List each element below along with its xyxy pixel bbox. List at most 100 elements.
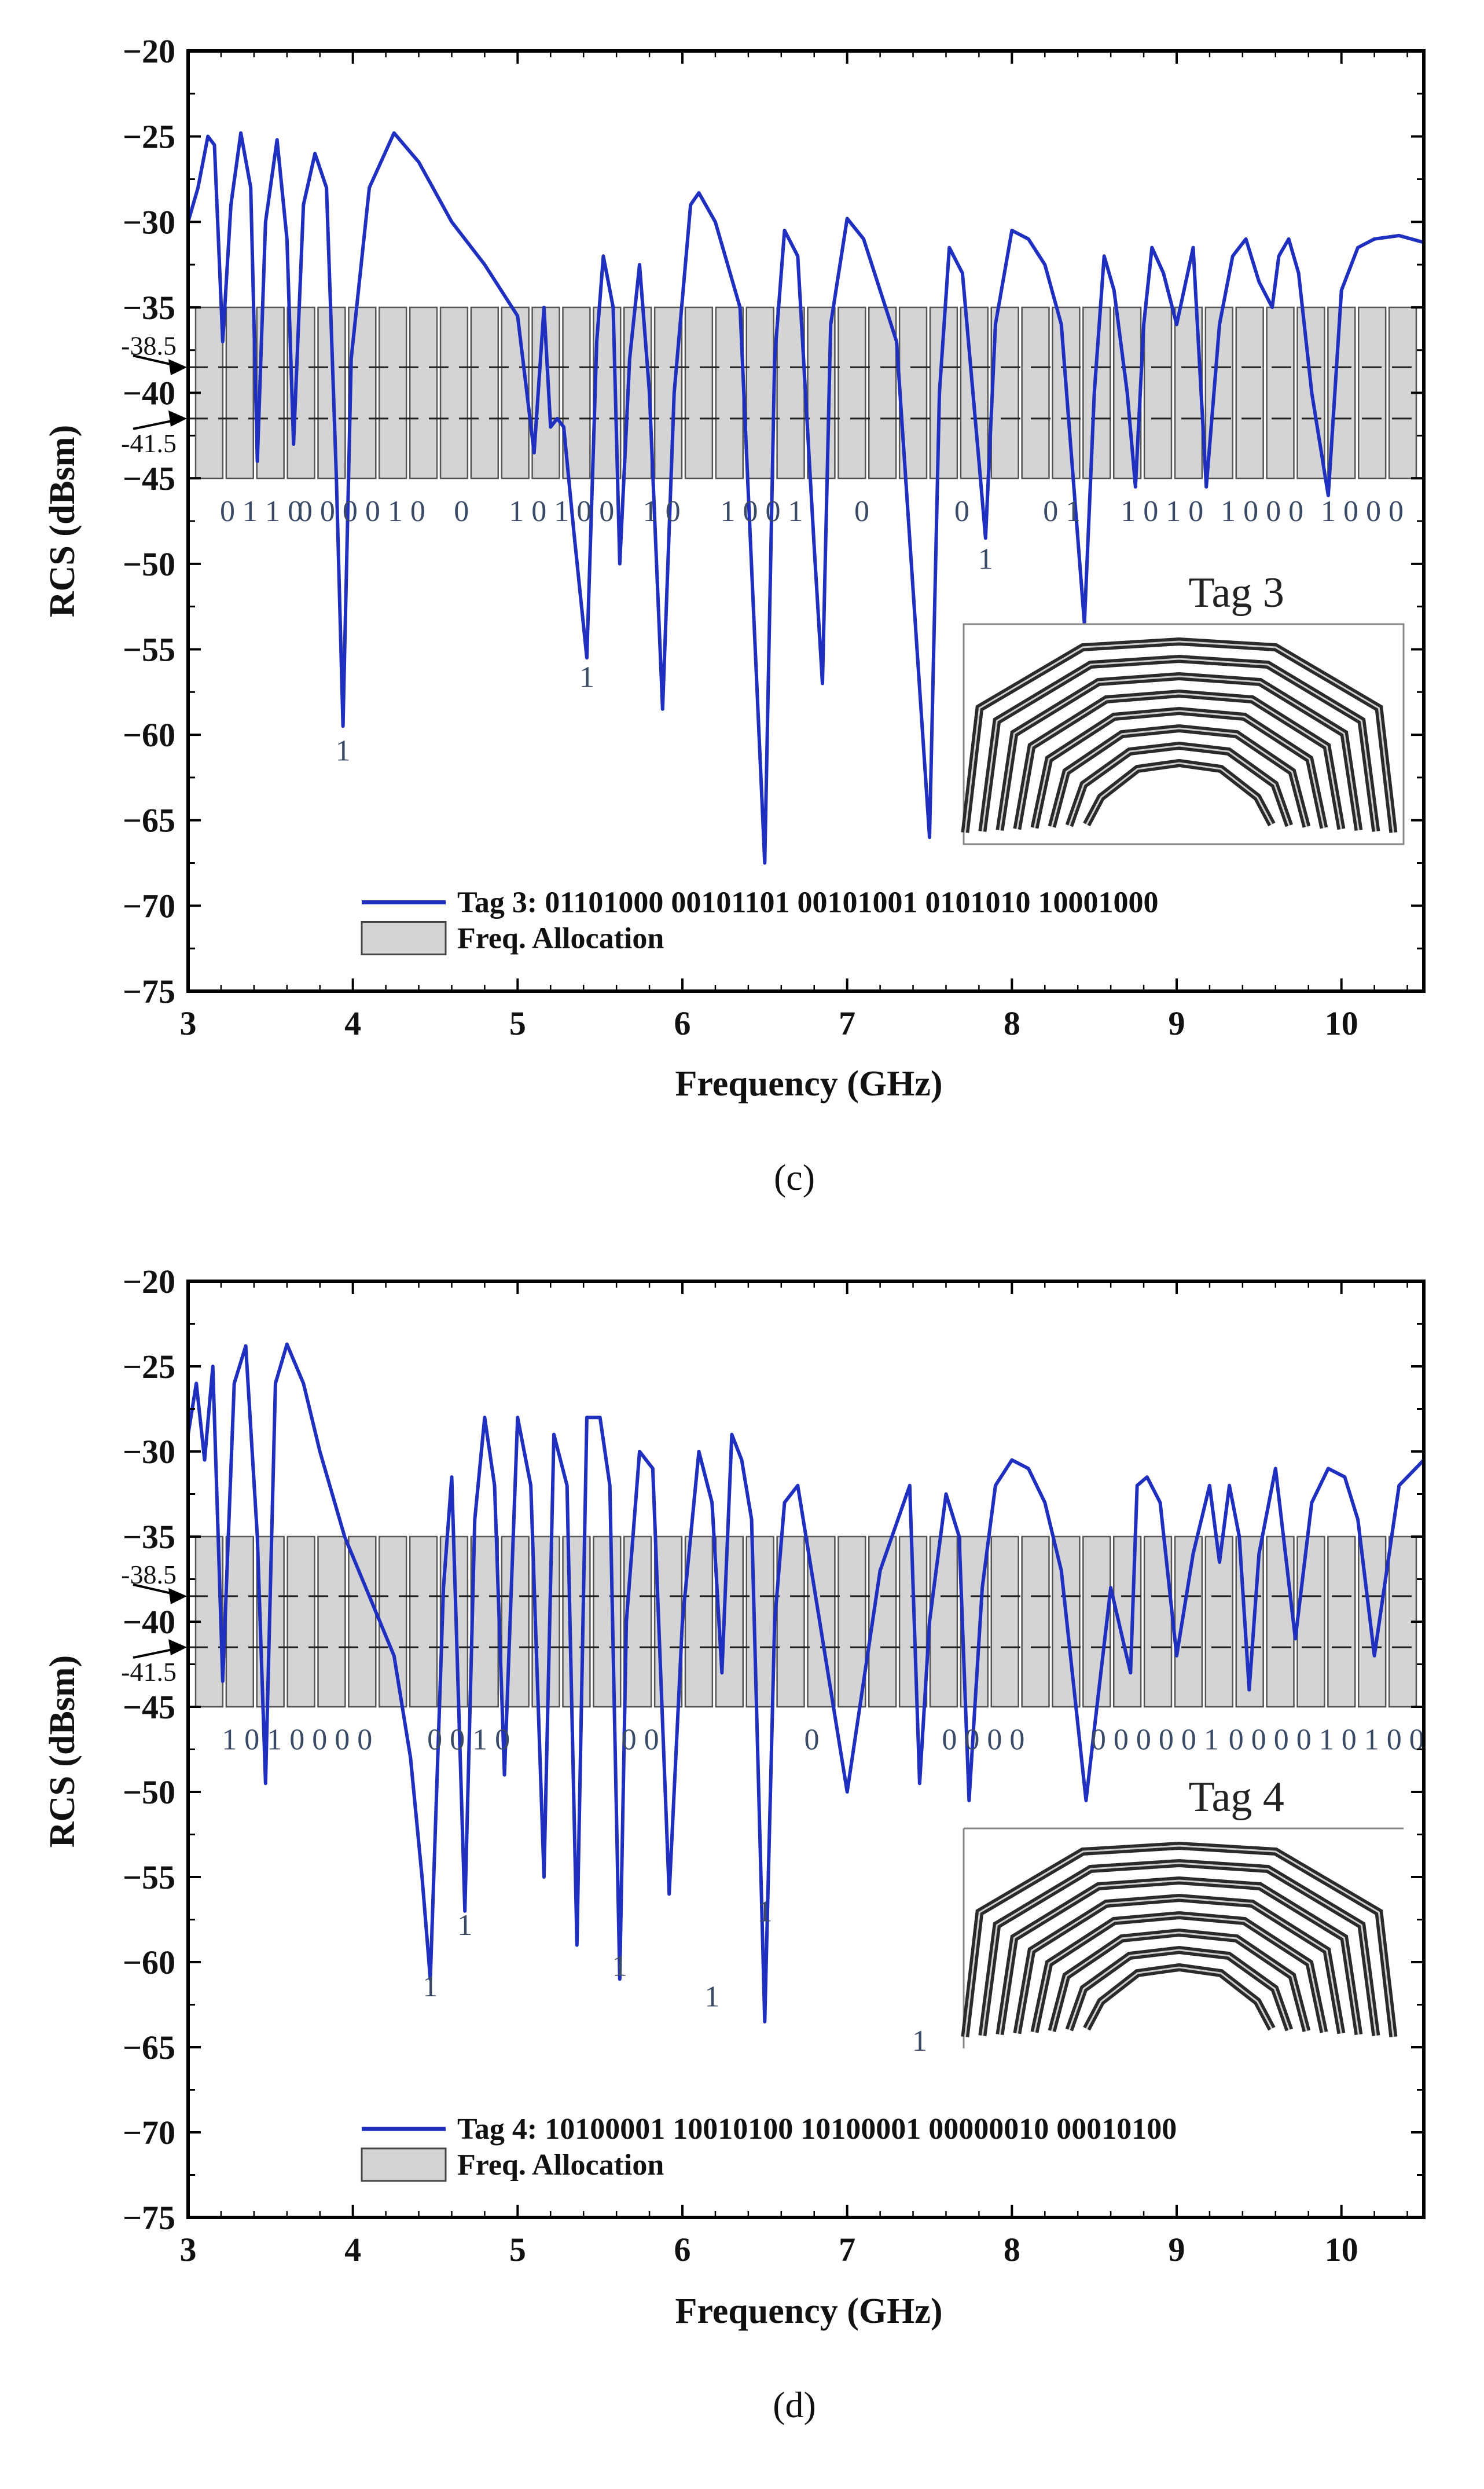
freq-slot [439, 306, 469, 479]
y-tick-label: −20 [123, 1263, 175, 1300]
freq-slot [317, 1535, 346, 1708]
resonator-strip-highlight [964, 1845, 1394, 2037]
bit-group: 0 0 [622, 1724, 659, 1757]
y-tick-label: −75 [123, 2199, 175, 2237]
y-axis-label: RCS (dBsm) [43, 425, 82, 617]
x-tick-label: 7 [839, 2231, 855, 2268]
freq-slot [1204, 1535, 1233, 1708]
threshold-arrowhead [168, 410, 187, 427]
freq-slot [684, 306, 714, 479]
freq-slot [868, 306, 897, 479]
bit-group: 1 0 0 0 [1221, 495, 1303, 528]
freq-slot [379, 306, 407, 479]
bits-row: 1 0 1 0 0 0 0 0 0 1 0 0 0 0 0 0 0 0 0 0 0 0 0… [222, 1724, 1424, 1757]
bit-group: 0 0 0 0 0 1 [1091, 1724, 1219, 1757]
freq-slot [837, 306, 866, 479]
x-tick-label: 5 [509, 2231, 526, 2268]
resonator-strip-highlight [964, 640, 1394, 833]
freq-slot [776, 306, 805, 479]
y-tick-label: −65 [123, 2029, 175, 2066]
y-tick-label: −40 [123, 1603, 175, 1641]
x-tick-label: 8 [1004, 1005, 1020, 1042]
threshold-label: -38.5 [121, 331, 177, 360]
resonator-strip-highlight [1086, 762, 1273, 825]
tag-inset [961, 623, 1405, 845]
y-tick-label: −55 [123, 1858, 175, 1896]
bit-group: 1 0 1 0 0 0 0 [222, 1724, 372, 1757]
bit-group: 0 1 [1043, 495, 1081, 528]
resonator-strip-highlight [1050, 727, 1307, 827]
freq-slot [1266, 306, 1295, 479]
freq-slot [1143, 306, 1173, 479]
bit-group: 0 [805, 1724, 820, 1757]
freq-slot [1296, 1535, 1325, 1708]
freq-slot [501, 306, 530, 479]
y-tick-label: −30 [123, 1433, 175, 1471]
resonator-strip-highlight [998, 1879, 1360, 2035]
resonator-strip-highlight [1033, 710, 1325, 829]
freq-slot [776, 1535, 805, 1708]
y-tick-label: −20 [123, 32, 175, 70]
bit-group: 0 0 0 0 [942, 1724, 1024, 1757]
freq-slot [990, 1535, 1019, 1708]
bit-one-label: 1 [612, 1950, 627, 1983]
bit-group: 0 0 1 0 [427, 1724, 510, 1757]
legend-patch-label: Freq. Allocation [457, 922, 664, 955]
x-tick-label: 5 [509, 1005, 526, 1042]
y-tick-label: −45 [123, 1688, 175, 1726]
resonator-strip-highlight [1016, 1897, 1342, 2034]
freq-slot [653, 306, 683, 479]
inset-title: Tag 4 [1189, 1773, 1284, 1821]
y-tick-label: −50 [123, 1773, 175, 1811]
freq-slot [470, 1535, 499, 1708]
y-tick-label: −70 [123, 2114, 175, 2151]
legend-line-label: Tag 3: 01101000 00101101 00101001 010101… [457, 886, 1159, 919]
freq-slot [562, 1535, 591, 1708]
freq-slot [286, 1535, 315, 1708]
x-tick-label: 4 [344, 2231, 361, 2268]
x-axis-label: Frequency (GHz) [675, 1064, 942, 1104]
panel-label: (d) [773, 2384, 816, 2425]
x-tick-label: 9 [1169, 1005, 1185, 1042]
freq-slot [225, 1535, 254, 1708]
threshold-label: -41.5 [121, 428, 177, 458]
y-tick-label: −40 [123, 375, 175, 412]
freq-slot [348, 1535, 377, 1708]
freq-slot [623, 1535, 652, 1708]
bit-group: 1 0 0 0 [1321, 495, 1404, 528]
y-tick-label: −65 [123, 802, 175, 840]
x-tick-label: 10 [1325, 1005, 1358, 1042]
freq-slot [684, 1535, 714, 1708]
freq-slot [1113, 1535, 1142, 1708]
x-tick-label: 3 [180, 2231, 197, 2268]
threshold-label: -41.5 [121, 1657, 177, 1687]
resonator-strip-highlight [981, 1862, 1377, 2036]
bit-group: 1 0 1 0 0 [509, 495, 614, 528]
y-tick-label: −75 [123, 973, 175, 1010]
chart-panel-d: -38.5 -41.5 1 0 1 0 0 0 0 0 0 1 0 0 0 0 0 0 0 … [43, 1263, 1426, 2425]
bit-group: 0 0 0 0 1 0 1 0 0 [1229, 1724, 1424, 1757]
freq-slot [1235, 306, 1264, 479]
resonator-strip-highlight [1050, 1931, 1307, 2032]
x-axis-label: Frequency (GHz) [675, 2292, 942, 2331]
resonator-strip-highlight [998, 675, 1360, 831]
y-tick-label: −30 [123, 203, 175, 241]
x-tick-label: 6 [674, 2231, 691, 2268]
y-tick-label: −70 [123, 887, 175, 925]
bit-group: 0 [454, 495, 469, 528]
legend-patch-swatch [361, 2147, 447, 2182]
x-tick-label: 10 [1325, 2231, 1358, 2268]
resonator-strip-highlight [1033, 1914, 1325, 2033]
freq-slot [1082, 306, 1111, 479]
resonator-strip-highlight [1086, 1966, 1273, 2029]
freq-slot [745, 1535, 774, 1708]
bit-one-label: 1 [423, 1970, 438, 2003]
freq-slot [929, 1535, 958, 1708]
legend-patch-label: Freq. Allocation [457, 2149, 664, 2182]
bit-one-label: 1 [978, 543, 993, 576]
threshold-label: -38.5 [121, 1560, 177, 1589]
bit-one-label: 1 [757, 1895, 772, 1928]
bit-one-label: 1 [336, 734, 351, 767]
